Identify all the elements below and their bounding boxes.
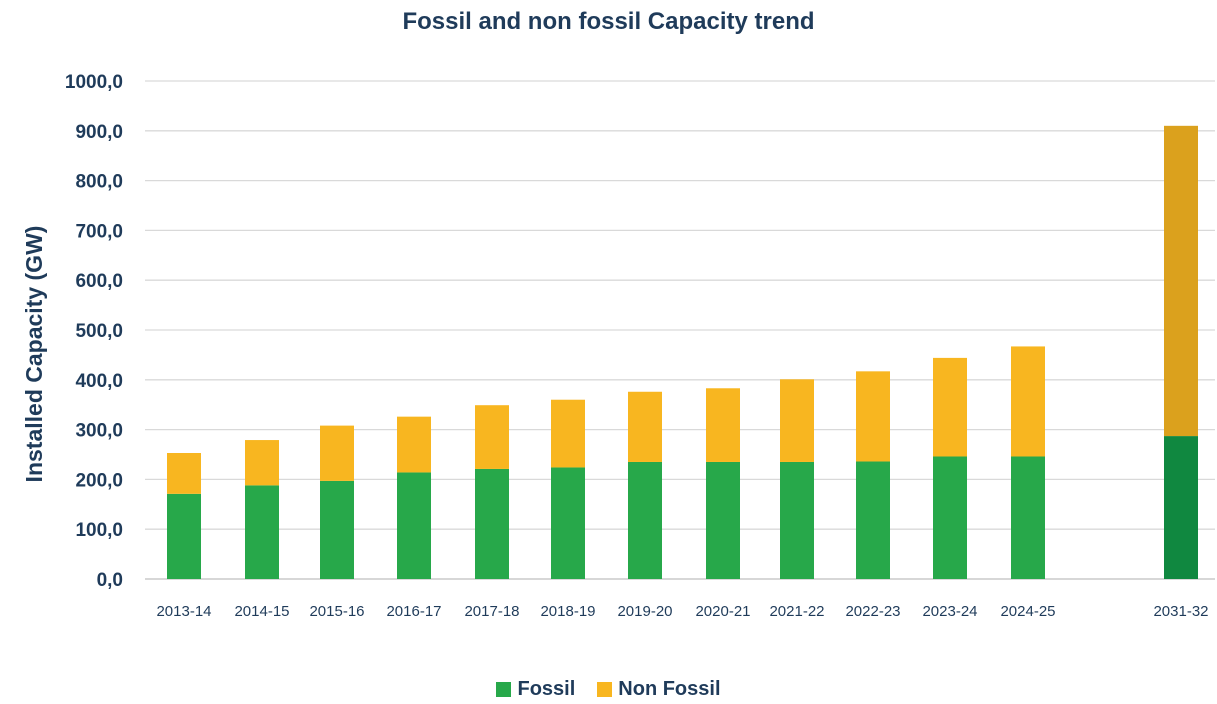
legend-swatch-fossil — [496, 682, 512, 697]
x-tick-label: 2024-25 — [1000, 603, 1055, 620]
bar-fossil-2021-22 — [780, 461, 814, 579]
bar-fossil-2017-18 — [475, 468, 509, 579]
bar-non-fossil-2014-15 — [245, 440, 279, 486]
x-tick-label: 2022-23 — [845, 603, 900, 620]
bar-fossil-2019-20 — [628, 461, 662, 579]
gridlines — [145, 80, 1215, 580]
legend-label-non-fossil: Non Fossil — [618, 678, 721, 700]
bar-non-fossil-2015-16 — [320, 425, 354, 481]
bars — [167, 125, 1198, 579]
bar-fossil-2022-23 — [856, 461, 890, 579]
bar-fossil-2031-32 — [1164, 436, 1198, 579]
bar-non-fossil-2022-23 — [856, 371, 890, 462]
y-axis-label: Installed Capacity (GW) — [21, 226, 47, 483]
y-tick-label: 500,0 — [75, 321, 123, 342]
y-tick-label: 800,0 — [75, 172, 123, 193]
y-tick-label: 900,0 — [75, 122, 123, 143]
bar-fossil-2016-17 — [397, 472, 431, 579]
x-tick-label: 2014-15 — [234, 603, 289, 620]
y-tick-label: 200,0 — [75, 470, 123, 491]
legend-label-fossil: Fossil — [517, 678, 576, 700]
y-tick-label: 300,0 — [75, 421, 123, 442]
x-tick-label: 2018-19 — [540, 603, 595, 620]
x-tick-label: 2013-14 — [156, 603, 211, 620]
x-tick-label: 2021-22 — [769, 603, 824, 620]
bar-non-fossil-2013-14 — [167, 453, 201, 494]
bar-fossil-2018-19 — [551, 467, 585, 579]
legend: Fossil Non Fossil — [0, 678, 1217, 701]
x-tick-label: 2017-18 — [464, 603, 519, 620]
bar-non-fossil-2024-25 — [1011, 346, 1045, 457]
bar-non-fossil-2020-21 — [706, 388, 740, 462]
bar-non-fossil-2019-20 — [628, 391, 662, 462]
x-axis-ticks: 2013-14 2014-15 2015-16 2016-17 2017-18 2018-… — [156, 603, 1208, 620]
bar-fossil-2023-24 — [933, 456, 967, 579]
x-tick-label: 2020-21 — [695, 603, 750, 620]
chart-title: Fossil and non fossil Capacity trend — [402, 8, 815, 35]
y-tick-label: 100,0 — [75, 520, 123, 541]
bar-fossil-2014-15 — [245, 485, 279, 579]
x-tick-label: 2015-16 — [309, 603, 364, 620]
legend-swatch-non-fossil — [597, 682, 613, 697]
bar-fossil-2020-21 — [706, 461, 740, 579]
bar-fossil-2024-25 — [1011, 456, 1045, 579]
y-tick-label: 700,0 — [75, 221, 123, 242]
bar-non-fossil-2023-24 — [933, 357, 967, 457]
x-tick-label: 2019-20 — [617, 603, 672, 620]
legend-item-non-fossil: Non Fossil — [597, 678, 721, 701]
bar-non-fossil-2021-22 — [780, 379, 814, 462]
x-tick-label: 2031-32 — [1153, 603, 1208, 620]
y-tick-label: 0,0 — [97, 570, 123, 591]
bar-non-fossil-2018-19 — [551, 399, 585, 468]
legend-item-fossil: Fossil — [496, 678, 575, 701]
bar-non-fossil-2017-18 — [475, 405, 509, 469]
y-tick-label: 400,0 — [75, 371, 123, 392]
bar-fossil-2015-16 — [320, 480, 354, 579]
bar-non-fossil-2031-32 — [1164, 125, 1198, 437]
y-axis-ticks: 0,0 100,0 200,0 300,0 400,0 500,0 600,0 700,0 80… — [65, 72, 123, 591]
bar-fossil-2013-14 — [167, 493, 201, 579]
y-tick-label: 600,0 — [75, 271, 123, 292]
x-tick-label: 2016-17 — [386, 603, 441, 620]
y-tick-label: 1000,0 — [65, 72, 123, 93]
bar-non-fossil-2016-17 — [397, 416, 431, 473]
x-tick-label: 2023-24 — [922, 603, 977, 620]
